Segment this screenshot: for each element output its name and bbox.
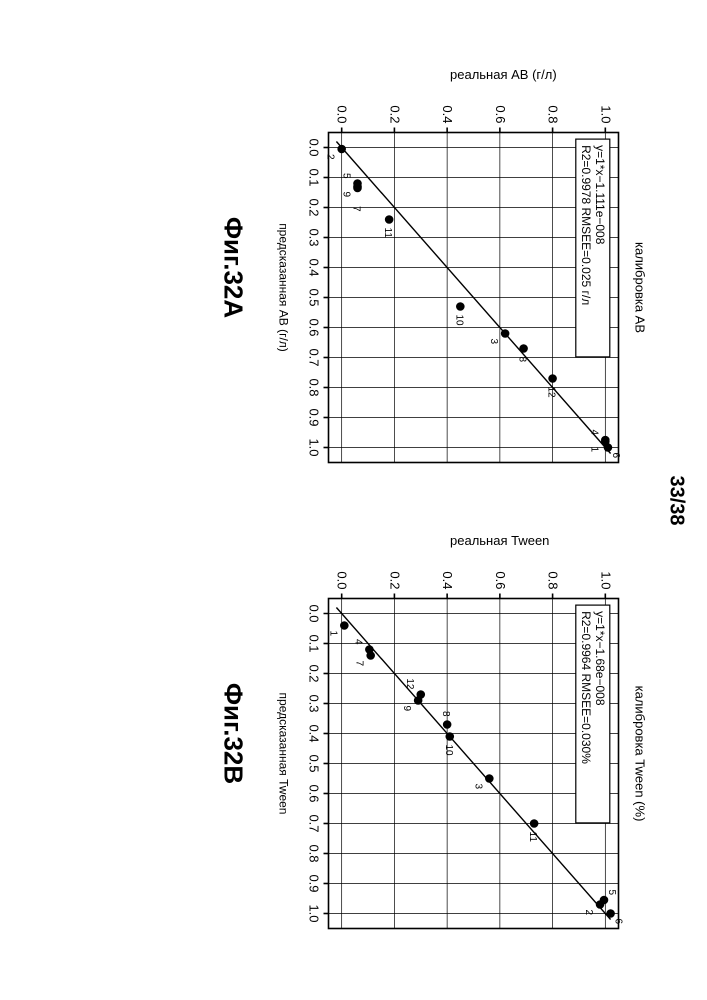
svg-text:2: 2 [324,154,335,160]
svg-text:0.7: 0.7 [306,348,321,366]
panels-row: калибровка ABреальная AB (г/л)0.00.10.20… [217,64,647,936]
svg-text:3: 3 [488,338,499,344]
svg-text:4: 4 [588,429,599,435]
svg-text:0.6: 0.6 [492,571,507,589]
svg-text:0.0: 0.0 [306,604,321,622]
svg-text:10: 10 [453,314,464,326]
figure-label: Фиг.32A [217,216,248,317]
svg-text:0.4: 0.4 [306,724,321,742]
svg-text:0.6: 0.6 [306,318,321,336]
chart-svg: 0.0 0.1 0.2 0.3 0.4 0.5 0.6 0.7 0.8 0.9 1.0 0.0 0.2 0… [294,84,626,470]
svg-text:6: 6 [609,452,620,458]
svg-text:0.1: 0.1 [306,634,321,652]
svg-text:0.5: 0.5 [306,754,321,772]
panel-B: калибровка Tween (%) реальная Tween 0.0 0.1… [217,530,647,936]
svg-text:8: 8 [440,710,451,716]
svg-text:y=1*x−1.68e−008: y=1*x−1.68e−008 [592,611,606,706]
y-axis-label: реальная AB (г/л) [450,67,470,82]
svg-text:11: 11 [382,227,393,238]
y-axis-label: реальная Tween [450,533,470,548]
svg-text:0.2: 0.2 [306,198,321,216]
svg-text:1.0: 1.0 [306,904,321,922]
svg-text:1.0: 1.0 [598,571,613,589]
svg-text:0.0: 0.0 [334,105,349,123]
svg-text:3: 3 [472,783,483,789]
svg-text:7: 7 [350,206,361,212]
svg-text:1: 1 [327,630,338,636]
svg-text:0.0: 0.0 [334,571,349,589]
svg-text:0.6: 0.6 [492,105,507,123]
svg-text:y=1*x−1.111e−008: y=1*x−1.111e−008 [592,145,606,245]
svg-text:0.4: 0.4 [440,105,455,123]
svg-text:8: 8 [516,356,527,362]
svg-text:1.0: 1.0 [598,105,613,123]
svg-text:7: 7 [353,660,364,666]
svg-text:0.8: 0.8 [545,571,560,589]
svg-text:R2=0.9978 RMSEE=0.025 г/л: R2=0.9978 RMSEE=0.025 г/л [578,145,592,305]
svg-text:0.8: 0.8 [545,105,560,123]
svg-text:R2=0.9964 RMSEE=0.030%: R2=0.9964 RMSEE=0.030% [578,611,592,764]
svg-text:12: 12 [545,386,556,398]
svg-text:0.9: 0.9 [306,408,321,426]
svg-text:12: 12 [403,678,414,690]
svg-text:0.2: 0.2 [387,571,402,589]
svg-text:0.3: 0.3 [306,694,321,712]
svg-text:0.2: 0.2 [387,105,402,123]
chart-wrap: реальная AB (г/л)0.00.10.20.30.40.50.60.… [294,64,626,470]
svg-text:0.0: 0.0 [306,138,321,156]
svg-text:0.6: 0.6 [306,784,321,802]
svg-text:6: 6 [612,918,623,924]
svg-text:5: 5 [606,889,617,895]
svg-text:9: 9 [401,705,412,711]
chart-title: калибровка Tween (%) [632,685,647,821]
svg-text:0.5: 0.5 [306,288,321,306]
svg-text:1: 1 [588,446,599,452]
svg-text:9: 9 [340,191,351,197]
svg-text:5: 5 [340,172,351,178]
svg-text:0.4: 0.4 [440,571,455,589]
panel-A: калибровка ABреальная AB (г/л)0.00.10.20… [217,64,647,470]
figure-label: Фиг.32B [217,682,248,783]
svg-text:0.4: 0.4 [306,258,321,276]
svg-text:4: 4 [352,638,363,644]
chart-title: калибровка AB [632,241,647,332]
svg-text:0.3: 0.3 [306,228,321,246]
x-axis-label: предсказанная AB (г/л) [276,223,290,352]
svg-text:0.1: 0.1 [306,168,321,186]
svg-text:0.7: 0.7 [306,814,321,832]
page-number: 33/38 [664,475,687,525]
svg-text:0.8: 0.8 [306,378,321,396]
svg-text:0.8: 0.8 [306,844,321,862]
chart-svg: 0.0 0.1 0.2 0.3 0.4 0.5 0.6 0.7 0.8 0.9 1.0 0.0 0.2 0… [294,550,626,936]
svg-text:11: 11 [527,831,538,842]
figure-container: 33/38 калибровка ABреальная AB (г/л)0.00… [0,64,707,936]
svg-text:10: 10 [442,744,453,756]
svg-text:0.9: 0.9 [306,874,321,892]
svg-text:2: 2 [583,909,594,915]
x-axis-label: предсказанная Tween [276,692,290,814]
svg-text:1.0: 1.0 [306,438,321,456]
chart-wrap: реальная Tween0.00.10.20.30.40.50.60.70.… [294,530,626,936]
svg-text:0.2: 0.2 [306,664,321,682]
